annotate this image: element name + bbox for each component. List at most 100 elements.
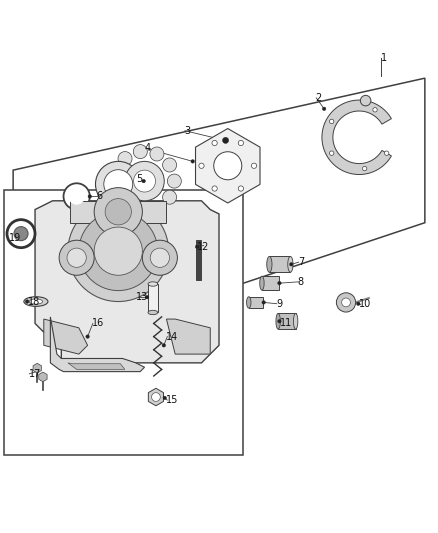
Circle shape xyxy=(94,227,142,275)
Circle shape xyxy=(278,281,281,285)
Text: 17: 17 xyxy=(28,369,41,379)
Polygon shape xyxy=(39,372,47,382)
Circle shape xyxy=(363,166,367,171)
Ellipse shape xyxy=(148,282,158,286)
Circle shape xyxy=(150,248,170,268)
Text: 9: 9 xyxy=(276,298,282,309)
Circle shape xyxy=(25,300,29,303)
Circle shape xyxy=(125,161,164,201)
Polygon shape xyxy=(68,363,125,369)
Bar xyxy=(4,190,243,455)
Circle shape xyxy=(118,197,132,211)
Circle shape xyxy=(64,183,90,209)
Text: 2: 2 xyxy=(315,93,321,103)
Circle shape xyxy=(162,190,177,204)
Bar xyxy=(154,317,162,376)
Circle shape xyxy=(199,163,204,168)
Circle shape xyxy=(105,199,131,225)
Circle shape xyxy=(373,108,377,112)
Text: 19: 19 xyxy=(9,233,21,243)
Circle shape xyxy=(191,159,194,163)
Polygon shape xyxy=(148,388,163,406)
Circle shape xyxy=(142,179,145,183)
Circle shape xyxy=(95,161,141,207)
Text: 15: 15 xyxy=(166,395,179,405)
Circle shape xyxy=(329,151,334,155)
Polygon shape xyxy=(50,317,145,372)
Ellipse shape xyxy=(288,256,293,272)
Text: 10: 10 xyxy=(359,298,371,309)
Polygon shape xyxy=(44,319,88,354)
Circle shape xyxy=(290,263,293,266)
Text: 3: 3 xyxy=(184,126,190,136)
Circle shape xyxy=(79,212,158,290)
Circle shape xyxy=(162,344,166,347)
Circle shape xyxy=(162,158,177,172)
Circle shape xyxy=(69,189,85,204)
Circle shape xyxy=(7,220,35,248)
Text: 1: 1 xyxy=(381,53,387,63)
Polygon shape xyxy=(35,201,219,363)
Circle shape xyxy=(214,152,242,180)
Circle shape xyxy=(109,166,123,180)
Ellipse shape xyxy=(293,313,298,329)
Bar xyxy=(249,297,263,308)
Text: 14: 14 xyxy=(166,332,179,342)
Circle shape xyxy=(14,227,28,241)
Circle shape xyxy=(238,140,244,146)
Circle shape xyxy=(133,204,147,217)
Circle shape xyxy=(195,245,199,248)
Text: 11: 11 xyxy=(280,318,293,328)
Ellipse shape xyxy=(276,313,280,329)
Polygon shape xyxy=(70,201,166,223)
Text: 18: 18 xyxy=(28,296,40,306)
Circle shape xyxy=(322,107,326,110)
Circle shape xyxy=(145,295,149,299)
Text: 7: 7 xyxy=(298,257,304,267)
Circle shape xyxy=(134,170,155,192)
Circle shape xyxy=(163,396,166,400)
Circle shape xyxy=(278,319,281,323)
Bar xyxy=(278,313,296,329)
Circle shape xyxy=(223,138,229,143)
Circle shape xyxy=(167,174,181,188)
Bar xyxy=(148,284,158,312)
Circle shape xyxy=(86,335,89,338)
Text: 16: 16 xyxy=(92,318,104,328)
Circle shape xyxy=(262,301,265,304)
Polygon shape xyxy=(322,100,392,174)
Circle shape xyxy=(360,95,371,106)
Circle shape xyxy=(59,240,94,275)
Circle shape xyxy=(150,201,164,215)
Text: 12: 12 xyxy=(197,242,209,252)
Circle shape xyxy=(329,119,334,124)
Circle shape xyxy=(238,186,244,191)
Ellipse shape xyxy=(24,297,48,306)
Text: 8: 8 xyxy=(298,277,304,287)
Circle shape xyxy=(68,201,169,302)
Circle shape xyxy=(152,393,160,401)
Circle shape xyxy=(336,293,356,312)
Circle shape xyxy=(142,240,177,275)
Bar xyxy=(196,240,201,280)
Bar xyxy=(269,256,290,272)
Bar xyxy=(262,276,279,290)
Circle shape xyxy=(342,298,350,307)
Circle shape xyxy=(67,248,86,268)
Circle shape xyxy=(118,151,132,166)
Text: 5: 5 xyxy=(136,174,142,184)
Polygon shape xyxy=(33,364,42,373)
Text: 13: 13 xyxy=(136,292,148,302)
Ellipse shape xyxy=(148,310,158,314)
Circle shape xyxy=(133,144,147,159)
Ellipse shape xyxy=(267,256,272,272)
Polygon shape xyxy=(166,319,210,354)
Circle shape xyxy=(212,186,217,191)
Ellipse shape xyxy=(29,299,42,304)
Circle shape xyxy=(104,169,133,199)
Circle shape xyxy=(251,163,257,168)
Circle shape xyxy=(357,302,360,305)
Circle shape xyxy=(150,147,164,161)
Circle shape xyxy=(212,140,217,146)
Ellipse shape xyxy=(247,297,251,308)
